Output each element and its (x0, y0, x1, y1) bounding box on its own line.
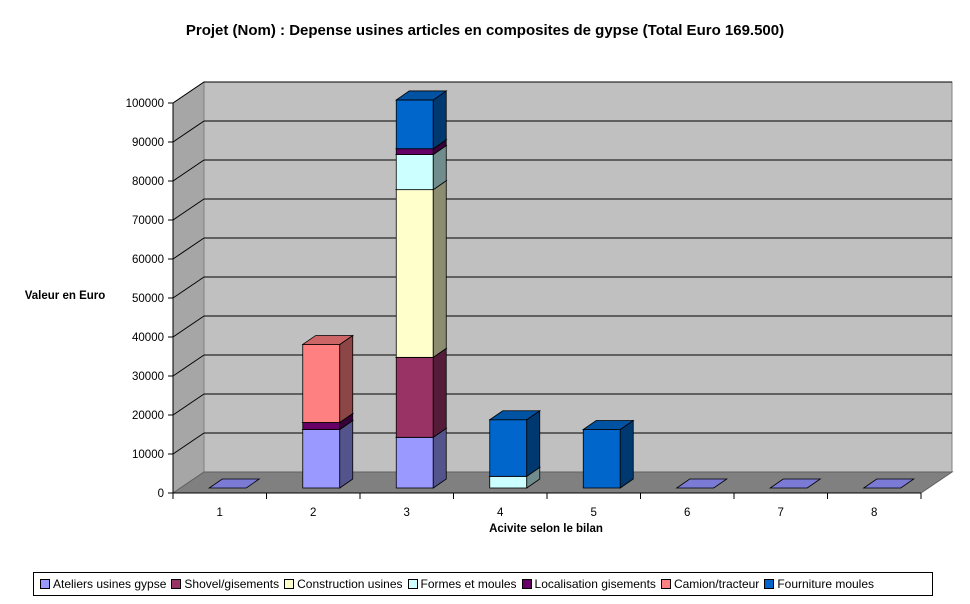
y-tick-label: 20000 (132, 410, 164, 422)
floor (171, 471, 954, 494)
chart-title: Projet (Nom) : Depense usines articles e… (185, 22, 785, 39)
legend-swatch (171, 579, 182, 589)
legend-swatch (40, 579, 50, 589)
x-tick-label: 5 (591, 507, 597, 519)
y-tick-label: 70000 (132, 215, 164, 227)
gridline-side (172, 393, 205, 416)
bar-3-formes-et-moules-front (395, 154, 434, 191)
bar-5-fourniture-moules-front (582, 429, 621, 489)
x-tick-label: 1 (217, 507, 223, 519)
legend-label: Camion/tracteur (673, 577, 760, 591)
x-tick-label: 7 (778, 507, 784, 519)
legend-item: Construction usines (284, 577, 403, 591)
bar-4-fourniture-moules-top (488, 410, 542, 421)
bar-3-construction-usines-front (395, 189, 434, 358)
bar-2-camion-tracteur-front (302, 344, 341, 423)
y-tick-label: 60000 (132, 254, 164, 266)
bar-3-construction-usines-side (432, 179, 447, 359)
bar-3-fourniture-moules-front (395, 99, 434, 150)
bar-2-camion-tracteur-side (339, 334, 354, 424)
legend-item: Localisation gisements (521, 577, 656, 591)
chart-legend: Ateliers usines gypse Shovel/gisements Con… (33, 572, 933, 596)
gridline-side (172, 354, 205, 377)
legend-swatch (407, 579, 418, 589)
y-tick-label: 0 (158, 488, 164, 500)
legend-label: Fourniture moules (777, 577, 875, 591)
bar-4-formes-et-moules-front (489, 475, 528, 489)
x-tick-label: 8 (871, 507, 877, 519)
bar-4-fourniture-moules-side (526, 409, 541, 478)
bar-5-fourniture-moules-side (619, 419, 634, 489)
legend-swatch (660, 579, 671, 589)
bar-empty-marker (862, 478, 916, 489)
legend-label: Construction usines (297, 577, 403, 591)
gridline-side (172, 276, 205, 299)
legend-item: Shovel/gisements (171, 577, 279, 591)
bar-3-shovel-gisements-side (432, 347, 447, 439)
bar-3-ateliers-usines-gypse-front (395, 436, 434, 489)
bar-3-localisation-gisements-front (395, 148, 434, 155)
y-tick-label: 10000 (132, 449, 164, 461)
bar-2-localisation-gisements-front (302, 422, 341, 430)
gridline-side (172, 120, 205, 143)
bar-3-shovel-gisements-front (395, 356, 434, 438)
y-tick-label: 100000 (126, 98, 164, 110)
bar-2-camion-tracteur-top (301, 335, 355, 345)
bar-3-fourniture-moules-side (432, 90, 447, 150)
legend-label: Ateliers usines gypse (53, 577, 167, 591)
gridline-side (172, 432, 205, 455)
gridline-side (172, 315, 205, 338)
legend-label: Formes et moules (420, 577, 517, 591)
y-tick-label: 80000 (132, 176, 164, 188)
legend-item: Formes et moules (407, 577, 517, 591)
x-tick-label: 2 (310, 507, 316, 519)
bar-5-fourniture-moules-top (581, 420, 635, 430)
bar-3-fourniture-moules-top (394, 90, 448, 101)
gridline-side (172, 198, 205, 221)
legend-label: Shovel/gisements (184, 577, 280, 591)
legend-swatch (764, 579, 775, 589)
y-tick-label: 90000 (132, 137, 164, 149)
y-tick-label: 50000 (132, 293, 164, 305)
legend-item: Fourniture moules (764, 577, 874, 591)
legend-label: Localisation gisements (534, 577, 656, 591)
bar-3-ateliers-usines-gypse-side (432, 427, 447, 489)
x-tick-label: 3 (404, 507, 410, 519)
legend-item: Ateliers usines gypse (40, 577, 166, 591)
y-tick-label: 40000 (132, 332, 164, 344)
bar-empty-marker (207, 478, 261, 489)
bar-empty-marker (768, 478, 822, 489)
gridline-side (172, 159, 205, 182)
bar-4-fourniture-moules-front (489, 419, 528, 477)
y-tick-label: 30000 (132, 371, 164, 383)
legend-swatch (521, 579, 532, 589)
gridline-side (172, 237, 205, 260)
legend-item: Camion/tracteur (660, 577, 760, 591)
x-tick-label: 4 (497, 507, 504, 519)
bar-2-ateliers-usines-gypse-side (339, 419, 354, 489)
bar-2-ateliers-usines-gypse-front (302, 429, 341, 489)
gridline-side (172, 81, 205, 104)
x-axis-label: Acivite selon le bilan (489, 523, 603, 535)
bar-empty-marker (675, 478, 729, 489)
y-axis-label: Valeur en Euro (24, 290, 106, 302)
x-tick-label: 6 (684, 507, 690, 519)
legend-swatch (284, 579, 295, 589)
